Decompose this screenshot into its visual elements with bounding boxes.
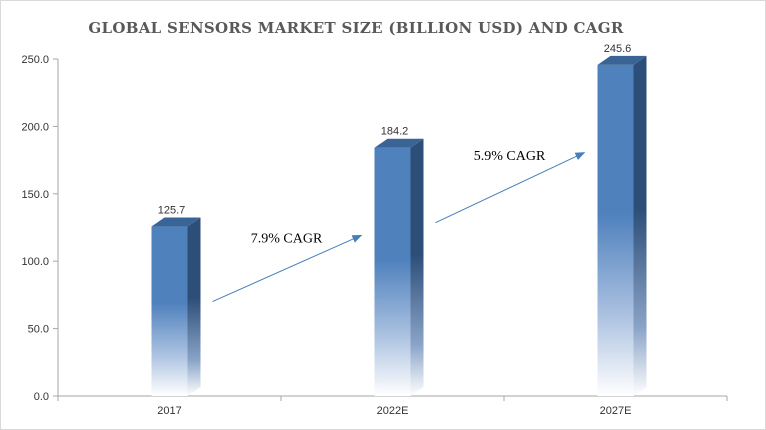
data-label: 245.6 — [604, 43, 632, 55]
bar-top — [597, 55, 647, 65]
x-tick-label: 2027E — [600, 405, 632, 417]
chart-title: GLOBAL SENSORS MARKET SIZE (BILLION USD)… — [88, 19, 623, 37]
x-tick-label: 2017 — [157, 405, 181, 417]
bar-front — [597, 64, 634, 396]
x-tick-label: 2022E — [377, 405, 409, 417]
bar-2027e: 245.6 — [597, 43, 647, 396]
cagr-annotations: 7.9% CAGR 5.9% CAGR — [212, 149, 586, 303]
bar-front — [151, 226, 188, 396]
y-tick-label: 0.0 — [34, 391, 49, 403]
bar-side — [410, 138, 424, 396]
bar-top — [151, 217, 201, 227]
bar-front — [374, 147, 411, 396]
cagr-arrow — [435, 152, 586, 224]
bar-2022e: 184.2 — [374, 126, 424, 396]
cagr-arrow — [212, 234, 363, 303]
bar-2017: 125.7 — [151, 205, 201, 396]
y-tick-label: 100.0 — [21, 256, 49, 268]
bar-top — [374, 138, 424, 148]
cagr-label: 5.9% CAGR — [474, 149, 546, 164]
cagr-label: 7.9% CAGR — [251, 232, 323, 247]
bar-side — [633, 55, 647, 396]
bar-side — [187, 217, 201, 396]
y-tick-label: 250.0 — [21, 54, 49, 66]
bars: 125.7 184.2 245.6 — [151, 43, 647, 396]
x-axis: 2017 2022E 2027E — [57, 395, 728, 417]
data-label: 125.7 — [158, 205, 186, 217]
y-tick-label: 200.0 — [21, 121, 49, 133]
y-axis: 0.0 50.0 100.0 150.0 200.0 250.0 — [21, 54, 59, 403]
y-tick-label: 150.0 — [21, 189, 49, 201]
y-tick-label: 50.0 — [28, 324, 49, 336]
data-label: 184.2 — [381, 126, 409, 138]
